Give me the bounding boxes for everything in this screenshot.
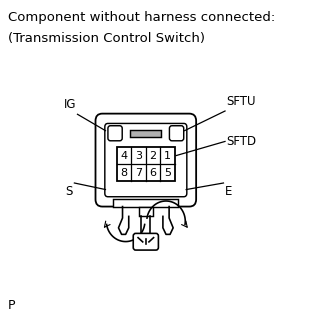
Text: E: E [225, 184, 232, 198]
FancyBboxPatch shape [169, 126, 184, 141]
FancyBboxPatch shape [95, 114, 196, 207]
Bar [117, 147, 175, 182]
Text: SFTU: SFTU [227, 95, 256, 108]
Bar [130, 130, 161, 137]
Text: S: S [65, 184, 73, 198]
Text: 1: 1 [164, 150, 171, 161]
Bar [139, 207, 153, 216]
Text: 2: 2 [149, 150, 156, 161]
Text: 4: 4 [121, 150, 128, 161]
Text: 7: 7 [135, 168, 142, 178]
FancyBboxPatch shape [133, 233, 158, 250]
Text: (Transmission Control Switch): (Transmission Control Switch) [8, 32, 205, 46]
Text: IG: IG [63, 98, 76, 111]
Text: 8: 8 [121, 168, 128, 178]
Text: Component without harness connected:: Component without harness connected: [8, 11, 275, 24]
Text: P: P [8, 299, 15, 312]
Text: 6: 6 [149, 168, 156, 178]
Text: SFTD: SFTD [227, 135, 257, 148]
FancyBboxPatch shape [108, 126, 122, 141]
Bar [113, 199, 179, 207]
Text: 5: 5 [164, 168, 171, 178]
FancyBboxPatch shape [105, 123, 187, 197]
Text: 3: 3 [135, 150, 142, 161]
